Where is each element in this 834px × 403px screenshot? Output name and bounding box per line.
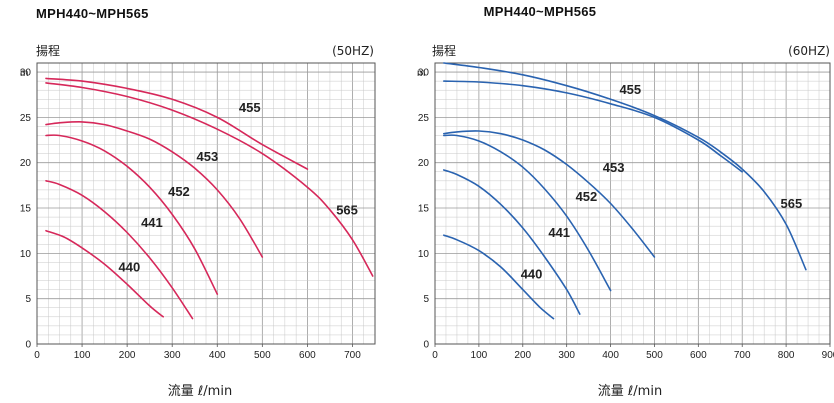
series-line-440-60hz	[443, 234, 555, 320]
x-tick-label: 400	[602, 350, 619, 361]
x-tick-label: 200	[514, 350, 531, 361]
chart-60hz: MPH440~MPH565 揚程 (60HZ) m 440 441 452 453 45…	[417, 4, 834, 399]
series-line-565-60hz	[443, 80, 743, 173]
series-line-455-60hz	[443, 62, 807, 271]
x-tick-label: 400	[209, 350, 226, 361]
x-tick-label: 900	[822, 350, 834, 361]
series-line-455-50hz	[45, 77, 309, 170]
x-tick-label: 600	[299, 350, 316, 361]
y-axis-label-50hz: 揚程	[36, 43, 60, 58]
y-tick-label: 0	[423, 340, 429, 351]
x-tick-label: 700	[344, 350, 361, 361]
frequency-label-60hz: (60HZ)	[788, 44, 830, 58]
ticks-50hz: 0 100 200 300 400 500 600 700 0 5 10 15 20 25 30	[20, 68, 361, 361]
y-tick-label: 25	[20, 113, 32, 124]
y-tick-label: 20	[20, 158, 32, 169]
y-unit-50hz: m	[20, 68, 28, 79]
chart-title-60hz: MPH440~MPH565	[484, 4, 597, 19]
curve-label-440-60hz: 440	[521, 267, 543, 282]
y-tick-label: 30	[418, 68, 430, 79]
grid-60hz	[434, 62, 831, 345]
y-tick-label: 20	[418, 158, 430, 169]
x-tick-label: 600	[690, 350, 707, 361]
series-line-452-60hz	[443, 134, 612, 292]
curve-label-440-50hz: 440	[119, 259, 141, 274]
series-group-60hz: 440 441 452 453 455 565	[443, 62, 807, 320]
curve-label-455-60hz: 455	[619, 82, 641, 97]
y-axis-label-60hz: 揚程	[432, 43, 456, 58]
curve-label-455-50hz: 455	[239, 100, 261, 115]
series-line-565-50hz	[45, 82, 374, 277]
plot-frame	[36, 62, 376, 345]
x-axis-label-60hz: 流量 ℓ/min	[598, 384, 662, 399]
ticks-60hz: 0 100 200 300 400 500 600 700 800 900 0 5 10 15 20 25 30	[418, 68, 834, 361]
x-tick-label: 800	[778, 350, 795, 361]
x-tick-label: 0	[432, 350, 438, 361]
curve-label-441-50hz: 441	[141, 215, 163, 230]
series-line-441-60hz	[443, 169, 581, 315]
series-line-441-50hz	[45, 180, 194, 320]
y-unit-60hz: m	[417, 68, 425, 79]
series-line-452-50hz	[45, 134, 219, 295]
y-tick-label: 10	[418, 249, 430, 260]
y-tick-label: 15	[20, 204, 32, 215]
x-tick-label: 500	[646, 350, 663, 361]
series-group-50hz: 440 441 452 453 455 565	[45, 77, 374, 320]
x-tick-label: 300	[558, 350, 575, 361]
frequency-label-50hz: (50HZ)	[332, 44, 374, 58]
chart-title-50hz: MPH440~MPH565	[36, 6, 149, 21]
curve-label-441-60hz: 441	[548, 225, 570, 240]
curve-label-453-60hz: 453	[603, 160, 625, 175]
series-line-440-50hz	[45, 229, 164, 318]
series-line-453-50hz	[45, 121, 264, 258]
series-line-453-60hz	[443, 130, 656, 258]
x-tick-label: 0	[34, 350, 40, 361]
y-tick-label: 15	[418, 204, 430, 215]
y-tick-label: 5	[25, 294, 31, 305]
y-tick-label: 10	[20, 249, 32, 260]
y-tick-label: 25	[418, 113, 430, 124]
x-tick-label: 700	[734, 350, 751, 361]
curve-label-453-50hz: 453	[197, 149, 219, 164]
x-tick-label: 100	[471, 350, 488, 361]
plot-frame	[434, 62, 831, 345]
y-tick-label: 5	[423, 294, 429, 305]
x-tick-label: 500	[254, 350, 271, 361]
x-tick-label: 300	[164, 350, 181, 361]
curve-label-452-50hz: 452	[168, 184, 190, 199]
y-tick-label: 30	[20, 68, 32, 79]
x-tick-label: 100	[74, 350, 91, 361]
x-axis-label-50hz: 流量 ℓ/min	[168, 384, 232, 399]
x-tick-label: 200	[119, 350, 136, 361]
y-tick-label: 0	[25, 340, 31, 351]
curve-label-565-50hz: 565	[336, 202, 358, 217]
chart-50hz: MPH440~MPH565 揚程 (50HZ) m 440 441 452 453 45…	[20, 6, 376, 399]
curve-label-565-60hz: 565	[781, 196, 803, 211]
curve-label-452-60hz: 452	[576, 189, 598, 204]
